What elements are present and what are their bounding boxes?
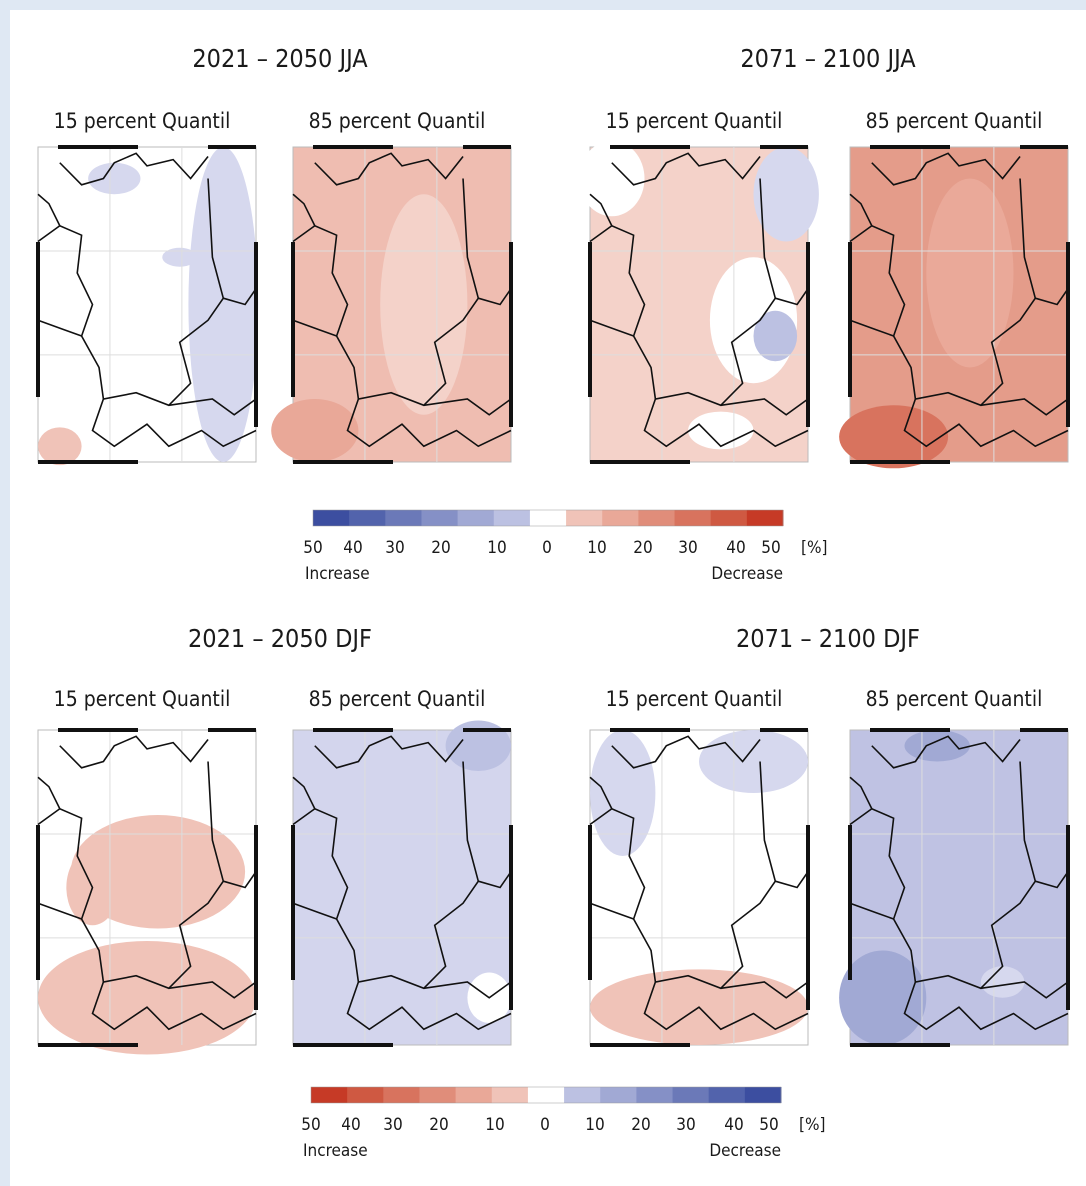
colorbar-tick-label: 40 bbox=[341, 1115, 360, 1135]
colorbar-swatch bbox=[349, 510, 386, 526]
page: Quantile maps {"panels": [ {"title": "20… bbox=[0, 0, 1086, 1186]
colorbar-tick-label: 50 bbox=[303, 538, 322, 558]
colorbar-swatch bbox=[530, 510, 567, 526]
colorbar-tick-label: 30 bbox=[383, 1115, 402, 1135]
colorbar-tick-label: 10 bbox=[587, 538, 606, 558]
map-subtitle: 15 percent Quantil bbox=[54, 109, 231, 133]
map-region bbox=[38, 427, 82, 465]
body: 2021 – 2050 JJA 15 percent Quantil 85 perc… bbox=[0, 0, 1086, 1186]
colorbar-tick-label: 20 bbox=[431, 538, 450, 558]
colorbar-swatch bbox=[311, 1087, 348, 1103]
colorbar-tick-label: 40 bbox=[726, 538, 745, 558]
colorbar-swatch bbox=[313, 510, 350, 526]
colorbar-swatch bbox=[458, 510, 495, 526]
map-region bbox=[38, 941, 256, 1054]
map-region bbox=[688, 412, 753, 450]
map-region bbox=[590, 730, 655, 856]
map-subtitle: 15 percent Quantil bbox=[54, 687, 231, 711]
panel-title: 2071 – 2100 DJF bbox=[736, 624, 920, 653]
figure: 2021 – 2050 JJA 15 percent Quantil 85 perc… bbox=[0, 0, 1086, 1186]
map-subtitle: 85 percent Quantil bbox=[309, 109, 486, 133]
colorbar-swatch bbox=[711, 510, 748, 526]
colorbar-tick-label: 30 bbox=[676, 1115, 695, 1135]
map-subtitle: 15 percent Quantil bbox=[606, 109, 783, 133]
colorbar-tick-label: 20 bbox=[633, 538, 652, 558]
colorbar-tick-label: 0 bbox=[540, 1115, 550, 1135]
colorbar-tick-label: 10 bbox=[487, 538, 506, 558]
colorbar-swatch bbox=[564, 1087, 601, 1103]
map-region bbox=[754, 311, 798, 361]
colorbar-tick-label: 10 bbox=[585, 1115, 604, 1135]
map-region bbox=[839, 405, 948, 468]
colorbar-swatch bbox=[745, 1087, 782, 1103]
colorbar-swatch bbox=[383, 1087, 420, 1103]
colorbar-right-label: Decrease bbox=[711, 564, 783, 584]
colorbar-swatch bbox=[566, 510, 603, 526]
map-subtitle: 15 percent Quantil bbox=[606, 687, 783, 711]
colorbar-swatch bbox=[673, 1087, 710, 1103]
colorbar-swatch bbox=[709, 1087, 746, 1103]
map-subtitle: 85 percent Quantil bbox=[866, 109, 1043, 133]
colorbar-tick-label: 30 bbox=[678, 538, 697, 558]
panel-title: 2021 – 2050 JJA bbox=[192, 44, 368, 73]
colorbar-tick-label: 40 bbox=[343, 538, 362, 558]
colorbar-swatch bbox=[675, 510, 712, 526]
colorbar-left-label: Increase bbox=[303, 1141, 368, 1161]
colorbar-tick-label: 10 bbox=[485, 1115, 504, 1135]
colorbar-swatch bbox=[602, 510, 639, 526]
colorbar-tick-label: 30 bbox=[385, 538, 404, 558]
colorbar-swatch bbox=[419, 1087, 456, 1103]
colorbar-tick-label: 50 bbox=[761, 538, 780, 558]
colorbar-tick-label: 20 bbox=[429, 1115, 448, 1135]
colorbar-tick-label: 40 bbox=[724, 1115, 743, 1135]
colorbar-swatch bbox=[638, 510, 675, 526]
map-subtitle: 85 percent Quantil bbox=[866, 687, 1043, 711]
colorbar-swatch bbox=[421, 510, 458, 526]
colorbar-swatch bbox=[636, 1087, 673, 1103]
colorbar-left-label: Increase bbox=[305, 564, 370, 584]
colorbar-unit: [%] bbox=[799, 1115, 825, 1135]
colorbar-tick-label: 50 bbox=[759, 1115, 778, 1135]
colorbar-swatch bbox=[494, 510, 531, 526]
map-region bbox=[926, 179, 1013, 368]
panel-title: 2071 – 2100 JJA bbox=[740, 44, 916, 73]
colorbar-swatch bbox=[456, 1087, 493, 1103]
colorbar-swatch bbox=[747, 510, 784, 526]
colorbar-right-label: Decrease bbox=[709, 1141, 781, 1161]
map-region bbox=[699, 730, 808, 793]
colorbar-tick-label: 20 bbox=[631, 1115, 650, 1135]
map-region bbox=[88, 163, 140, 195]
colorbar-swatch bbox=[347, 1087, 384, 1103]
colorbar-tick-label: 0 bbox=[542, 538, 552, 558]
colorbar-swatch bbox=[600, 1087, 637, 1103]
map-region bbox=[188, 147, 258, 462]
map-region bbox=[905, 730, 970, 762]
colorbar-tick-label: 50 bbox=[301, 1115, 320, 1135]
map-region bbox=[380, 194, 467, 415]
colorbar-swatch bbox=[528, 1087, 565, 1103]
colorbar-swatch bbox=[492, 1087, 529, 1103]
colorbar-unit: [%] bbox=[801, 538, 827, 558]
colorbar-swatch bbox=[385, 510, 422, 526]
map-region bbox=[579, 141, 644, 217]
map-region bbox=[271, 399, 358, 462]
map-subtitle: 85 percent Quantil bbox=[309, 687, 486, 711]
panel-title: 2021 – 2050 DJF bbox=[188, 624, 372, 653]
